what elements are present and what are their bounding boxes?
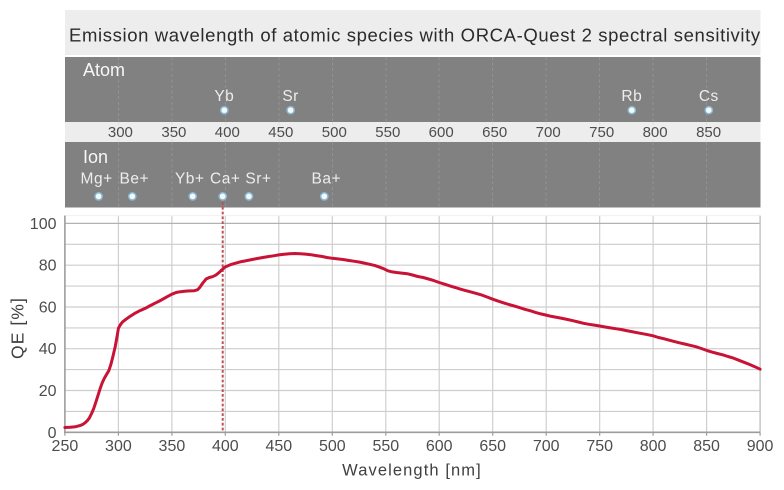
svg-text:450: 450 [265, 438, 292, 455]
svg-text:600: 600 [429, 124, 454, 141]
svg-text:450: 450 [268, 124, 293, 141]
svg-text:Sr: Sr [282, 88, 299, 105]
svg-text:Rb: Rb [621, 88, 642, 105]
svg-text:Emission wavelength of atomic: Emission wavelength of atomic species wi… [69, 25, 761, 46]
svg-text:Yb: Yb [214, 88, 234, 105]
svg-text:650: 650 [479, 438, 506, 455]
svg-text:Be+: Be+ [120, 171, 150, 188]
svg-text:400: 400 [215, 124, 240, 141]
svg-text:500: 500 [319, 438, 346, 455]
svg-text:900: 900 [747, 438, 774, 455]
svg-text:Ba+: Ba+ [312, 171, 342, 188]
svg-text:400: 400 [212, 438, 239, 455]
svg-text:80: 80 [39, 258, 57, 275]
svg-text:750: 750 [586, 438, 613, 455]
svg-text:300: 300 [108, 124, 133, 141]
svg-text:500: 500 [322, 124, 347, 141]
svg-text:300: 300 [105, 438, 132, 455]
svg-text:800: 800 [643, 124, 668, 141]
svg-text:60: 60 [39, 300, 57, 317]
svg-text:QE [%]: QE [%] [8, 297, 28, 359]
svg-text:Mg+: Mg+ [81, 171, 113, 188]
svg-text:Wavelength [nm]: Wavelength [nm] [342, 462, 482, 480]
svg-text:550: 550 [372, 438, 399, 455]
svg-text:40: 40 [39, 341, 57, 358]
svg-text:650: 650 [482, 124, 507, 141]
svg-text:350: 350 [161, 124, 186, 141]
svg-text:250: 250 [52, 438, 79, 455]
svg-text:Cs: Cs [699, 88, 719, 105]
svg-text:600: 600 [426, 438, 453, 455]
svg-text:700: 700 [536, 124, 561, 141]
svg-text:350: 350 [159, 438, 186, 455]
svg-text:700: 700 [533, 438, 560, 455]
svg-text:Sr+: Sr+ [245, 171, 271, 188]
svg-text:750: 750 [589, 124, 614, 141]
svg-text:550: 550 [375, 124, 400, 141]
svg-text:Ca+: Ca+ [210, 171, 240, 188]
svg-text:850: 850 [693, 438, 720, 455]
svg-text:Ion: Ion [83, 147, 108, 167]
svg-text:850: 850 [696, 124, 721, 141]
svg-text:800: 800 [640, 438, 667, 455]
svg-text:0: 0 [48, 425, 57, 442]
svg-text:Atom: Atom [83, 60, 125, 80]
svg-text:Yb+: Yb+ [175, 171, 205, 188]
svg-text:20: 20 [39, 383, 57, 400]
svg-text:100: 100 [30, 216, 57, 233]
